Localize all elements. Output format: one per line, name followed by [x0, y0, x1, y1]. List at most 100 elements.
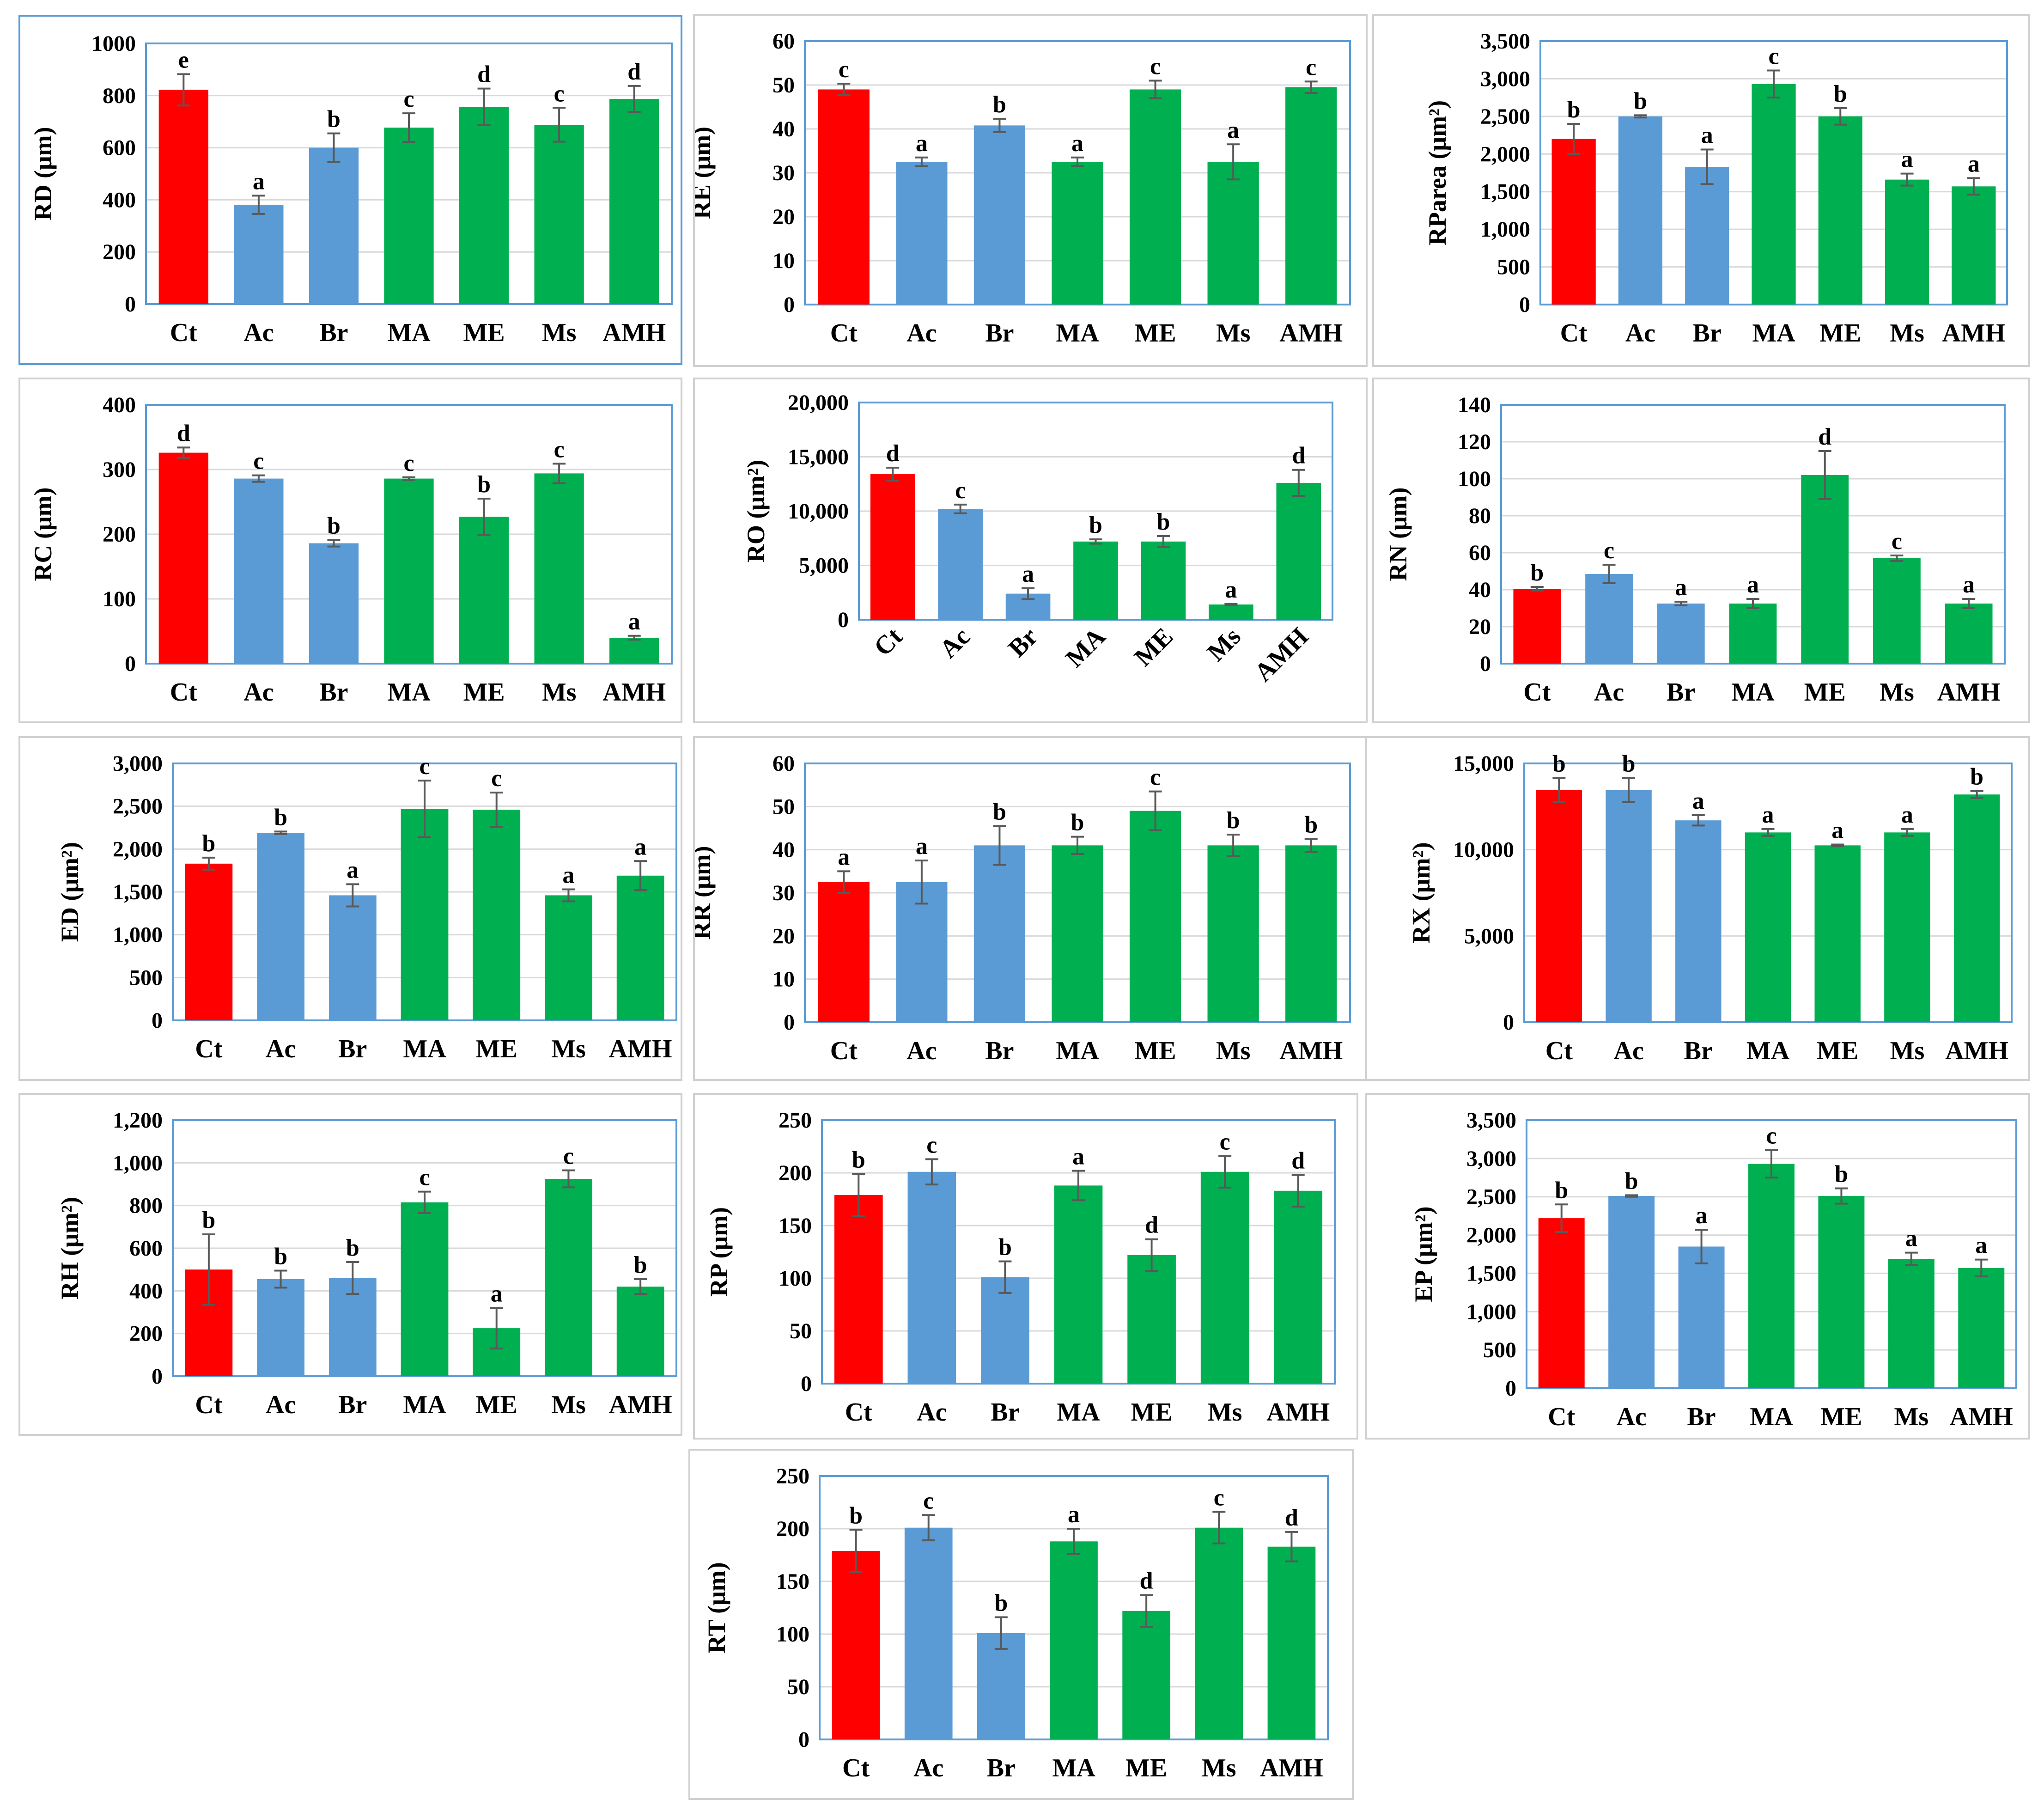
bar-ac[interactable] — [896, 162, 948, 305]
bar-br[interactable] — [973, 125, 1026, 305]
bar-amh[interactable] — [616, 1287, 664, 1376]
chart-panel-rn[interactable]: 0 20 40 60 80 100 120 140 RN (μm) b Ct c Ac a Br a MA d ME… — [1372, 378, 2030, 723]
bar-ma[interactable] — [384, 128, 434, 304]
bar-ms[interactable] — [1884, 832, 1930, 1022]
bar-me[interactable] — [1127, 1255, 1176, 1384]
bar-ct[interactable] — [1538, 1218, 1585, 1388]
bar-ct[interactable] — [818, 89, 870, 305]
bar-me[interactable] — [1801, 475, 1849, 664]
chart-panel-rt[interactable]: 0 50 100 150 200 250 RT (μm) b Ct c Ac b Br a MA d ME c Ms… — [688, 1449, 1354, 1800]
bar-amh[interactable] — [1945, 604, 1993, 664]
chart-panel-ep[interactable]: 0 500 1,000 1,500 2,000 2,500 3,000 3,500 EP (μm… — [1365, 1093, 2030, 1440]
bar-amh[interactable] — [1274, 1190, 1323, 1384]
bar-ct[interactable] — [870, 474, 915, 620]
bar-ct[interactable] — [185, 863, 233, 1020]
bar-br[interactable] — [981, 1277, 1029, 1384]
bar-ma[interactable] — [1052, 162, 1103, 305]
bar-me[interactable] — [1814, 845, 1861, 1022]
bar-ct[interactable] — [818, 882, 870, 1022]
bar-ma[interactable] — [1050, 1541, 1098, 1739]
bar-ma[interactable] — [401, 809, 449, 1020]
bar-br[interactable] — [1675, 820, 1722, 1022]
bar-br[interactable] — [328, 895, 377, 1020]
bar-ac[interactable] — [1618, 116, 1663, 305]
bar-ac[interactable] — [257, 833, 304, 1020]
chart-panel-rr[interactable]: 0 10 20 30 40 50 60 RR (μm) a Ct a Ac b Br b MA c ME b Ms b A… — [693, 736, 1368, 1081]
bar-ct[interactable] — [158, 90, 208, 304]
bar-amh[interactable] — [1276, 482, 1321, 620]
bar-ac[interactable] — [1585, 574, 1633, 664]
bar-br[interactable] — [973, 845, 1026, 1022]
bar-ma[interactable] — [1073, 541, 1118, 620]
bar-amh[interactable] — [1953, 794, 2000, 1022]
bar-ma[interactable] — [1054, 1185, 1103, 1384]
bar-ac[interactable] — [234, 205, 284, 304]
bar-ms[interactable] — [545, 1178, 592, 1376]
bar-amh[interactable] — [609, 638, 659, 664]
bar-br[interactable] — [1685, 166, 1729, 305]
bar-amh[interactable] — [1952, 186, 1996, 305]
chart-panel-rh[interactable]: 0 200 400 600 800 1,000 1,200 RH (μm²) b Ct b Ac b Br… — [18, 1093, 682, 1436]
chart-panel-rx[interactable]: 0 5,000 10,000 15,000 RX (μm²) b Ct b Ac a Br a MA a M… — [1365, 736, 2030, 1081]
bar-ct[interactable] — [1513, 589, 1561, 664]
bar-ac[interactable] — [904, 1527, 953, 1739]
bar-me[interactable] — [1818, 116, 1862, 305]
bar-ms[interactable] — [1207, 162, 1259, 305]
chart-panel-rc[interactable]: 0 100 200 300 400 RC (μm) d Ct c Ac b Br c MA b ME c Ms a A… — [18, 378, 682, 723]
chart-panel-re[interactable]: 0 10 20 30 40 50 60 RE (μm) c Ct a Ac b Br a MA c ME a Ms c A… — [693, 14, 1368, 367]
bar-ms[interactable] — [1888, 1258, 1934, 1388]
bar-amh[interactable] — [1958, 1268, 2005, 1388]
bar-br[interactable] — [1657, 604, 1705, 664]
bar-me[interactable] — [459, 517, 509, 664]
bar-br[interactable] — [309, 147, 359, 304]
bar-me[interactable] — [1129, 811, 1181, 1022]
bar-br[interactable] — [977, 1633, 1025, 1739]
bar-ms[interactable] — [1209, 604, 1253, 620]
bar-me[interactable] — [1141, 541, 1186, 620]
bar-ct[interactable] — [834, 1195, 883, 1384]
chart-panel-rparea[interactable]: 0 500 1,000 1,500 2,000 2,500 3,000 3,500 RParea… — [1372, 14, 2030, 367]
bar-me[interactable] — [1129, 89, 1181, 305]
bar-ma[interactable] — [384, 478, 434, 664]
bar-ms[interactable] — [1873, 558, 1921, 664]
bar-ma[interactable] — [1748, 1164, 1795, 1388]
bar-ms[interactable] — [1200, 1171, 1249, 1384]
bar-ms[interactable] — [545, 895, 592, 1020]
bar-ac[interactable] — [257, 1279, 304, 1376]
chart-panel-ro[interactable]: 0 5,000 10,000 15,000 20,000 RO (μm²) d Ct c Ac a B… — [693, 378, 1368, 723]
bar-me[interactable] — [473, 810, 521, 1020]
bar-amh[interactable] — [609, 99, 659, 304]
bar-ms[interactable] — [534, 473, 584, 664]
bar-amh[interactable] — [1285, 845, 1337, 1022]
bar-ma[interactable] — [1745, 832, 1791, 1022]
bar-ct[interactable] — [158, 452, 208, 664]
bar-ct[interactable] — [1536, 790, 1582, 1022]
bar-ms[interactable] — [1195, 1527, 1243, 1739]
bar-me[interactable] — [1122, 1611, 1170, 1739]
bar-ac[interactable] — [938, 509, 983, 620]
bar-amh[interactable] — [1285, 87, 1337, 305]
bar-amh[interactable] — [616, 875, 664, 1020]
bar-br[interactable] — [309, 543, 359, 664]
bar-ac[interactable] — [907, 1171, 956, 1384]
bar-ac[interactable] — [1606, 790, 1652, 1022]
chart-panel-rp[interactable]: 0 50 100 150 200 250 RP (μm) b Ct c Ac b Br a MA d ME c Ms… — [693, 1093, 1358, 1440]
bar-ma[interactable] — [401, 1202, 449, 1376]
bar-ms[interactable] — [534, 124, 584, 304]
bar-ms[interactable] — [1207, 845, 1259, 1022]
bar-ma[interactable] — [1752, 84, 1796, 305]
bar-me[interactable] — [459, 107, 509, 304]
bar-ac[interactable] — [234, 478, 284, 664]
bar-ac[interactable] — [896, 882, 948, 1022]
bar-ct[interactable] — [832, 1550, 880, 1739]
bar-br[interactable] — [1678, 1246, 1725, 1388]
bar-ma[interactable] — [1052, 845, 1103, 1022]
bar-ma[interactable] — [1729, 604, 1777, 664]
bar-ct[interactable] — [1551, 139, 1596, 305]
bar-amh[interactable] — [1267, 1546, 1316, 1739]
bar-ac[interactable] — [1608, 1196, 1655, 1388]
bar-ms[interactable] — [1885, 179, 1929, 305]
chart-panel-ed[interactable]: 0 500 1,000 1,500 2,000 2,500 3,000 ED (μm²) b Ct… — [18, 736, 682, 1081]
chart-panel-rd[interactable]: 0 200 400 600 800 1000 RD (μm) e Ct a Ac b Br c MA d ME c… — [18, 15, 682, 365]
bar-me[interactable] — [1818, 1196, 1865, 1388]
